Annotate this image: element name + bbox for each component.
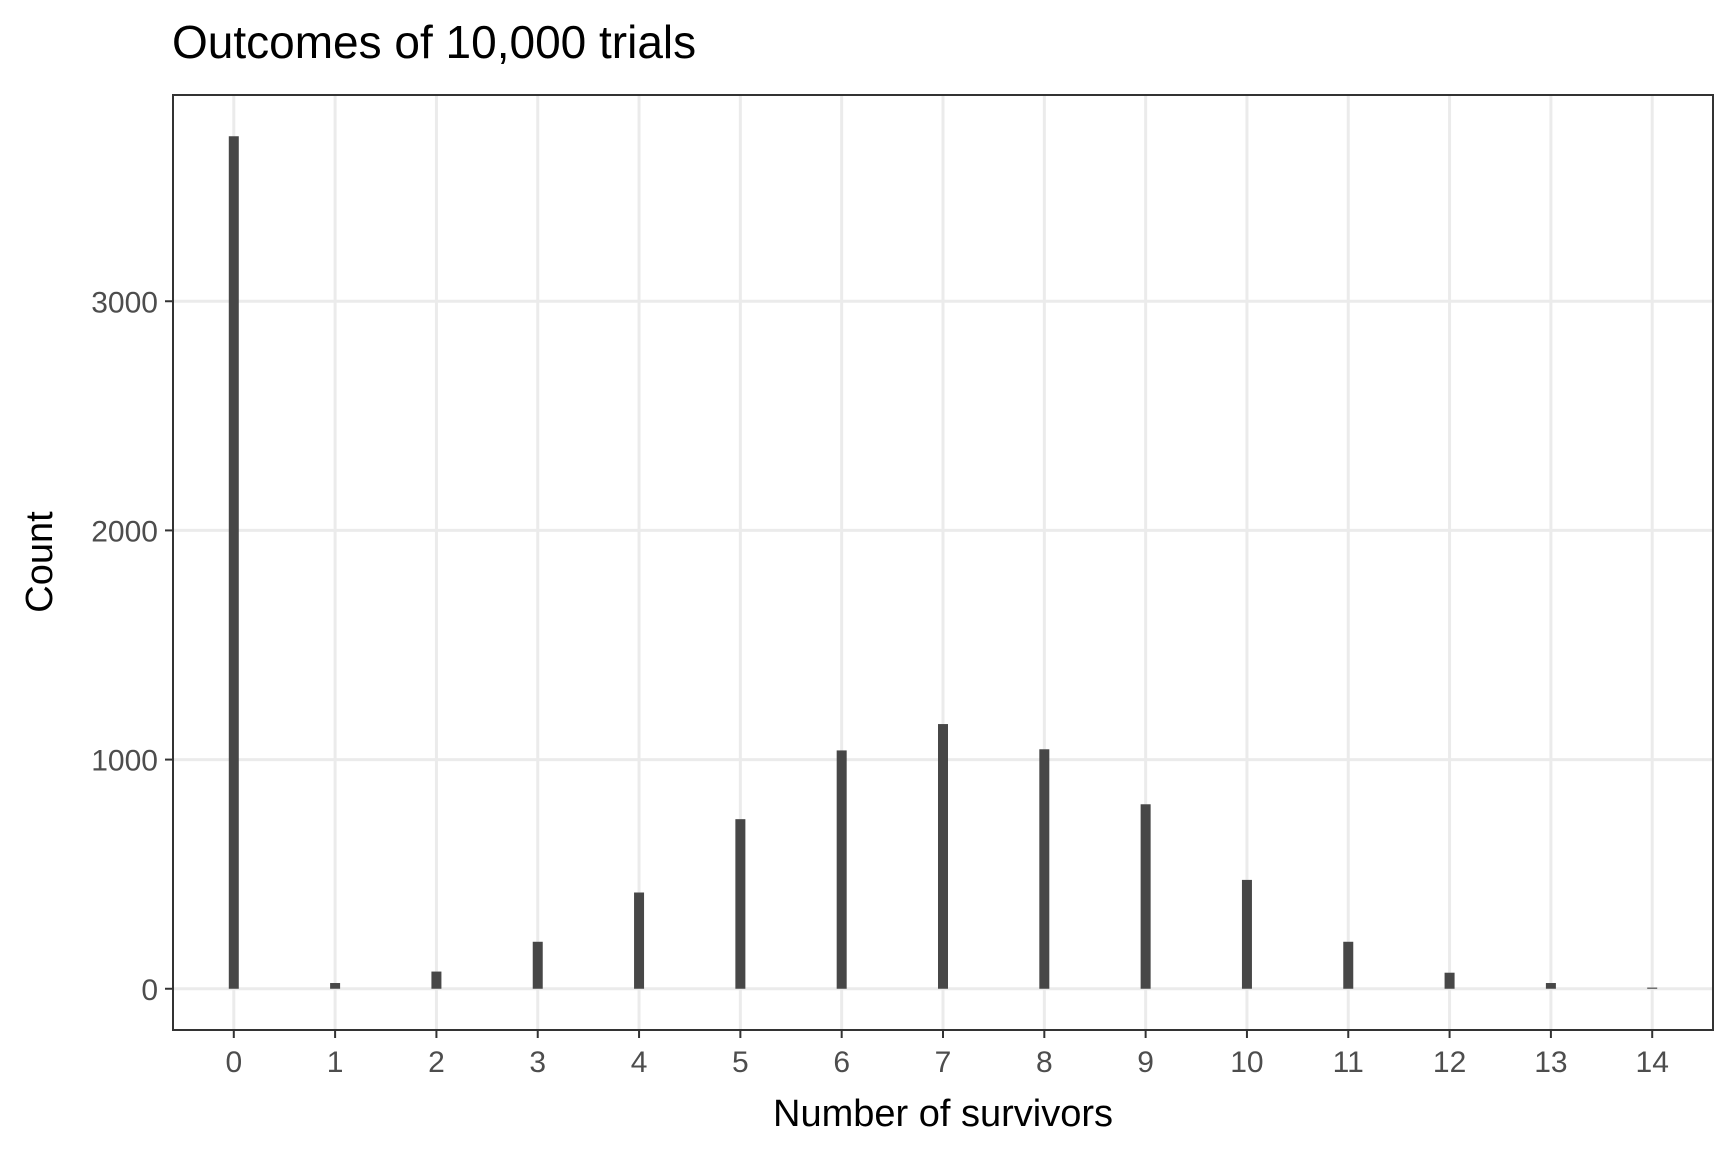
bar-8 bbox=[1039, 749, 1050, 989]
x-tick-label-14: 14 bbox=[1636, 1046, 1669, 1079]
y-tick-label-1000: 1000 bbox=[91, 745, 158, 778]
x-tick-label-5: 5 bbox=[732, 1046, 749, 1079]
x-tick-label-12: 12 bbox=[1433, 1046, 1466, 1079]
bar-6 bbox=[836, 750, 847, 989]
y-tick-label-0: 0 bbox=[141, 974, 158, 1007]
x-tick-label-8: 8 bbox=[1036, 1046, 1053, 1079]
x-tick-label-2: 2 bbox=[428, 1046, 445, 1079]
x-tick-label-10: 10 bbox=[1230, 1046, 1263, 1079]
bar-13 bbox=[1545, 983, 1556, 989]
chart-title: Outcomes of 10,000 trials bbox=[172, 16, 696, 68]
bar-1 bbox=[330, 983, 341, 989]
y-tick-label-2000: 2000 bbox=[91, 515, 158, 548]
bar-7 bbox=[938, 724, 948, 989]
bar-14 bbox=[1647, 987, 1658, 989]
bar-3 bbox=[532, 941, 543, 989]
bar-12 bbox=[1444, 972, 1455, 989]
bar-9 bbox=[1140, 804, 1151, 989]
x-tick-label-6: 6 bbox=[833, 1046, 850, 1079]
bar-10 bbox=[1241, 879, 1252, 989]
x-tick-label-3: 3 bbox=[529, 1046, 546, 1079]
x-tick-label-9: 9 bbox=[1137, 1046, 1154, 1079]
x-tick-label-7: 7 bbox=[935, 1046, 952, 1079]
bar-0 bbox=[228, 136, 239, 989]
bar-4 bbox=[634, 892, 645, 989]
x-tick-label-11: 11 bbox=[1333, 1046, 1364, 1079]
bar-5 bbox=[735, 819, 746, 989]
y-tick-label-3000: 3000 bbox=[91, 286, 158, 319]
bar-11 bbox=[1343, 941, 1354, 989]
x-tick-label-1: 1 bbox=[327, 1046, 344, 1079]
bar-layer bbox=[228, 136, 1658, 989]
x-tick-label-0: 0 bbox=[225, 1046, 242, 1079]
x-tick-label-13: 13 bbox=[1534, 1046, 1567, 1079]
bar-2 bbox=[431, 971, 442, 989]
x-axis-title: Number of survivors bbox=[773, 1093, 1113, 1135]
x-tick-label-4: 4 bbox=[631, 1046, 648, 1079]
y-axis-title: Count bbox=[19, 511, 61, 613]
